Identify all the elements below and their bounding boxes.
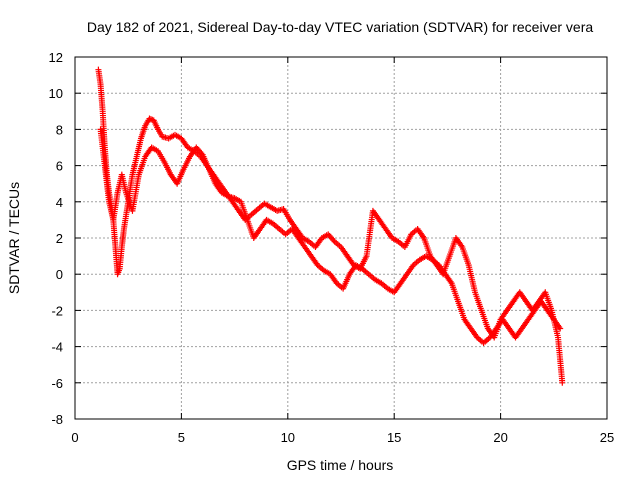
- y-tick-label: 8: [56, 122, 63, 137]
- y-tick-label: -8: [51, 412, 63, 427]
- chart-title: Day 182 of 2021, Sidereal Day-to-day VTE…: [87, 19, 593, 35]
- x-tick-label: 10: [281, 430, 295, 445]
- axis-ticks: 0 5 10 15 20 25 -8 -6 -4 -2 0 2 4 6 8 10 12: [49, 50, 615, 445]
- y-tick-label: 6: [56, 159, 63, 174]
- data-point: [557, 325, 564, 332]
- data-point: [559, 379, 566, 386]
- y-tick-label: 12: [49, 50, 63, 65]
- y-tick-label: 2: [56, 231, 63, 246]
- x-tick-label: 15: [387, 430, 401, 445]
- y-axis-label: SDTVAR / TECUs: [6, 182, 22, 294]
- x-tick-label: 0: [71, 430, 78, 445]
- x-axis-label: GPS time / hours: [287, 457, 394, 473]
- y-tick-label: 4: [56, 195, 63, 210]
- y-tick-label: 0: [56, 267, 63, 282]
- x-tick-label: 20: [493, 430, 507, 445]
- y-tick-label: -4: [51, 340, 63, 355]
- grid: [75, 57, 607, 419]
- x-tick-label: 25: [600, 430, 614, 445]
- y-tick-label: -6: [51, 376, 63, 391]
- y-tick-label: -2: [51, 303, 63, 318]
- data-points: [95, 66, 566, 386]
- x-tick-label: 5: [178, 430, 185, 445]
- y-tick-label: 10: [49, 86, 63, 101]
